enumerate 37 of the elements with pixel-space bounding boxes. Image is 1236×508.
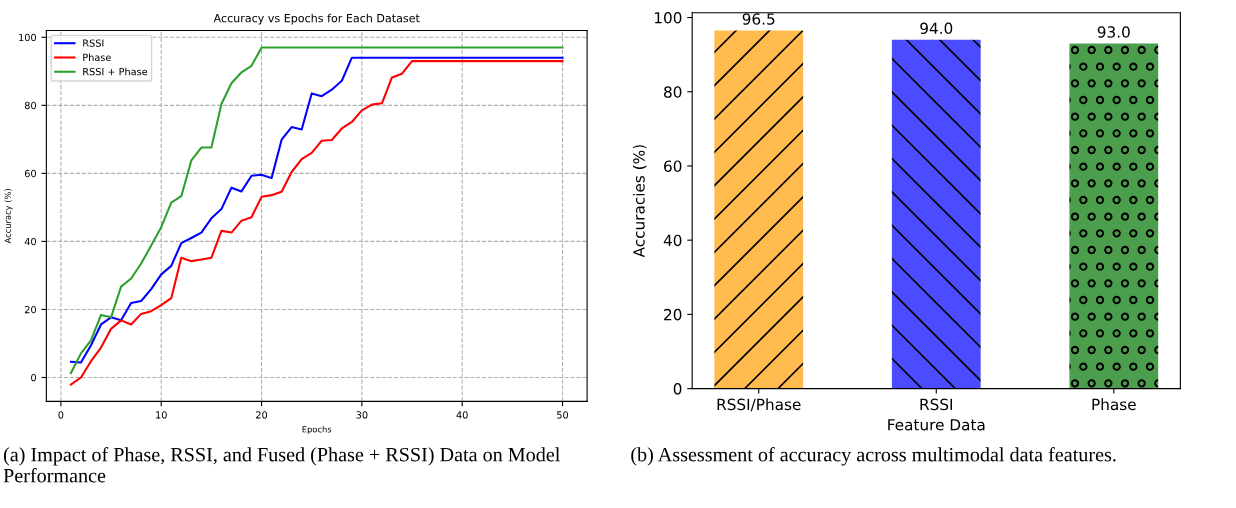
x-tick-label: 40 xyxy=(456,411,468,419)
y-tick-label: 80 xyxy=(664,86,682,98)
bar xyxy=(891,39,981,389)
data-label: 94.0 xyxy=(920,22,953,35)
x-tick-label: RSSI/Phase xyxy=(717,398,801,412)
y-tick-label: 0 xyxy=(31,373,36,382)
y-axis-title: Accuracy (%) xyxy=(4,189,13,244)
text: (a) Impact of Phase, RSSI, and Fused (Phase + RSSI) Data on Model Performance xyxy=(3,447,560,483)
y-tick-label: 100 xyxy=(654,11,682,24)
bar xyxy=(714,30,804,389)
legend-label: RSSI xyxy=(83,39,104,47)
y-tick-label: 20 xyxy=(24,305,36,314)
x-tick-label: 30 xyxy=(356,411,368,419)
legend-label: RSSI + Phase xyxy=(83,67,148,76)
y-tick-label: 100 xyxy=(19,33,36,42)
x-axis-title: Epochs xyxy=(302,426,332,435)
chart-title: Accuracy vs Epochs for Each Dataset xyxy=(213,13,420,25)
x-tick-label: 50 xyxy=(557,411,569,419)
x-tick-label: 10 xyxy=(156,411,167,419)
data-label: 96.5 xyxy=(742,13,775,25)
legend-label: Phase xyxy=(83,53,111,62)
y-axis-title: Accuracies (%) xyxy=(632,145,647,258)
x-tick-label: 20 xyxy=(256,411,268,419)
bar xyxy=(1069,43,1159,389)
y-tick-label: 60 xyxy=(664,160,682,172)
x-tick-label: Phase xyxy=(1092,398,1136,411)
x-tick-label: 0 xyxy=(58,411,64,419)
x-tick-label: RSSI xyxy=(920,398,953,411)
y-tick-label: 40 xyxy=(24,237,36,246)
data-label: 93.0 xyxy=(1097,26,1130,38)
y-tick-label: 0 xyxy=(673,383,682,395)
x-axis-title: Feature Data xyxy=(888,419,985,431)
y-tick-label: 20 xyxy=(664,308,682,321)
y-tick-label: 60 xyxy=(24,169,36,178)
text: (b) Assessment of accuracy across multimodal data features. xyxy=(631,447,1116,466)
y-tick-label: 80 xyxy=(24,101,36,110)
y-tick-label: 40 xyxy=(663,234,682,247)
